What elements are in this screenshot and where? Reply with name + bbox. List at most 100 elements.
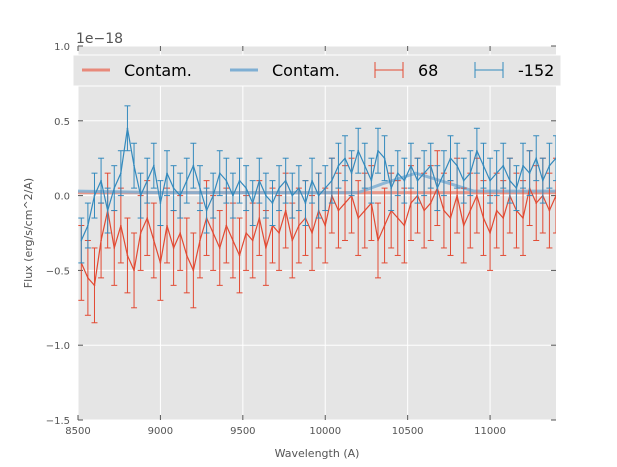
data-point — [542, 179, 544, 182]
data-point — [199, 187, 201, 189]
data-point — [377, 239, 379, 242]
legend-label: 68 — [418, 61, 438, 80]
data-point — [528, 172, 531, 174]
data-point — [304, 202, 307, 204]
data-point — [80, 239, 83, 242]
y-tick-label: 1.0 — [54, 42, 70, 53]
y-axis-label: Flux (erg/s/cm^2/A) — [22, 178, 35, 288]
data-point — [396, 172, 399, 174]
data-point — [429, 164, 432, 167]
legend-label: Contam. — [124, 61, 192, 80]
data-point — [502, 164, 505, 167]
data-point — [265, 194, 267, 197]
data-point — [133, 164, 135, 167]
data-point — [357, 217, 360, 219]
data-point — [291, 194, 294, 197]
y-tick-label: −0.5 — [46, 266, 70, 277]
data-point — [344, 157, 346, 159]
data-point — [232, 194, 234, 197]
data-point — [120, 224, 122, 227]
data-point — [443, 209, 445, 212]
data-point — [291, 239, 294, 242]
data-point — [146, 217, 149, 219]
data-point — [515, 187, 518, 189]
data-point — [469, 209, 472, 212]
data-point — [120, 172, 122, 174]
data-point — [166, 172, 168, 174]
data-point — [298, 187, 300, 189]
data-point — [100, 239, 102, 242]
data-point — [225, 224, 228, 227]
data-point — [245, 187, 247, 189]
data-point — [495, 172, 498, 174]
data-point — [218, 247, 221, 249]
data-point — [548, 164, 551, 167]
data-point — [179, 194, 181, 197]
data-point — [555, 194, 556, 197]
plot-background — [78, 46, 556, 420]
data-point — [423, 209, 425, 212]
data-point — [383, 224, 386, 227]
data-point — [258, 179, 261, 182]
data-point — [489, 179, 491, 182]
data-point — [251, 202, 254, 204]
data-point — [462, 179, 465, 182]
data-point — [410, 164, 412, 167]
data-point — [502, 217, 505, 219]
data-point — [403, 179, 406, 182]
y-tick-label: −1.0 — [46, 341, 70, 352]
data-point — [238, 254, 241, 257]
data-point — [153, 164, 155, 167]
data-point — [93, 194, 96, 197]
data-point — [456, 164, 458, 167]
data-point — [364, 209, 366, 212]
contam-line — [78, 171, 556, 195]
data-point — [370, 179, 373, 182]
legend: Contam. Contam. 68 -152 — [72, 54, 562, 87]
data-point — [298, 224, 300, 227]
data-point — [166, 224, 168, 227]
data-point — [337, 209, 340, 212]
data-point — [495, 209, 498, 212]
offset-label: 1e−18 — [76, 31, 123, 47]
data-point — [311, 232, 313, 234]
data-point — [146, 179, 149, 182]
data-point — [364, 164, 366, 167]
data-point — [396, 217, 399, 219]
data-point — [87, 277, 89, 279]
data-point — [192, 164, 195, 167]
data-point — [469, 172, 472, 174]
data-point — [489, 232, 491, 234]
data-point — [245, 232, 247, 234]
data-point — [390, 187, 392, 189]
legend-label: Contam. — [272, 61, 340, 80]
data-point — [225, 179, 228, 182]
data-point — [139, 232, 142, 234]
x-tick-label: 9500 — [230, 426, 255, 437]
data-point — [93, 284, 96, 287]
data-point — [284, 179, 287, 182]
data-point — [548, 209, 551, 212]
data-point — [317, 194, 320, 197]
legend-label: -152 — [518, 61, 554, 80]
data-point — [403, 224, 406, 227]
y-tick-label: 0.0 — [54, 192, 70, 203]
data-point — [535, 157, 538, 159]
data-point — [377, 149, 379, 152]
data-point — [232, 239, 234, 242]
x-tick-label: 11000 — [474, 426, 506, 437]
data-point — [449, 217, 452, 219]
data-point — [113, 247, 116, 249]
data-point — [449, 157, 452, 159]
data-point — [238, 179, 241, 182]
data-point — [126, 254, 129, 257]
data-point — [522, 217, 524, 219]
data-point — [476, 194, 478, 197]
data-point — [462, 224, 465, 227]
data-point — [258, 217, 261, 219]
data-point — [159, 262, 162, 264]
data-point — [251, 239, 254, 242]
y-tick-label: 0.5 — [54, 117, 70, 128]
data-point — [212, 194, 214, 197]
x-axis-label: Wavelength (A) — [275, 447, 360, 460]
